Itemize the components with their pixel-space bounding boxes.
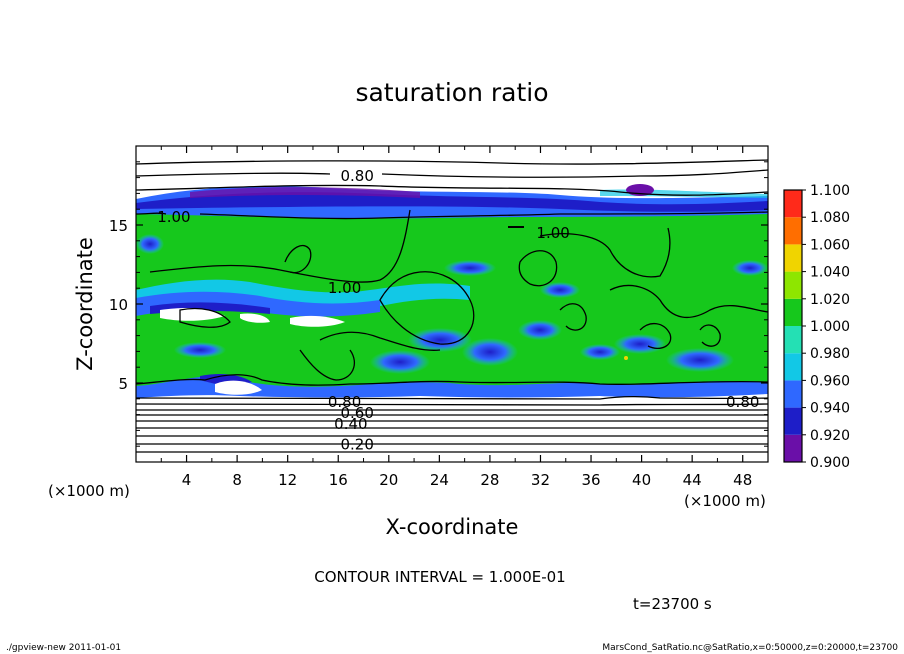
contour-label: 0.80 [340, 167, 373, 185]
x-tick-label: 48 [733, 471, 752, 489]
contour-label: 0.60 [340, 404, 373, 422]
x-tick-label: 36 [581, 471, 600, 489]
colorbar-segment [784, 271, 802, 299]
colorbar-label: 0.960 [810, 373, 850, 389]
x-tick-label: 4 [182, 471, 192, 489]
contour-label: 0.20 [340, 436, 373, 454]
time-note: t=23700 s [633, 595, 712, 613]
contour-label: 0.80 [726, 393, 759, 411]
colorbar-segment [784, 244, 802, 272]
y-axis: 5 10 15 [109, 161, 768, 447]
colorbar-segment [784, 407, 802, 435]
contour-label: 1.00 [157, 208, 190, 226]
colorbar-segment [784, 217, 802, 245]
contour-interval-note: CONTOUR INTERVAL = 1.000E-01 [314, 568, 565, 586]
colorbar-segment [784, 326, 802, 354]
y-tick-label: 15 [109, 217, 128, 235]
colorbar-segment [784, 190, 802, 218]
colorbar-label: 1.060 [810, 237, 850, 253]
y-tick-label: 5 [118, 375, 128, 393]
footer-left: ./gpview-new 2011-01-01 [6, 643, 121, 653]
y-axis-label: Z-coordinate [73, 237, 97, 371]
colorbar-segment [784, 434, 802, 462]
y-tick-label: 10 [109, 296, 128, 314]
x-axis-label: X-coordinate [386, 515, 519, 539]
x-tick-label: 44 [683, 471, 702, 489]
z-unit-label: (×1000 m) [48, 482, 130, 500]
x-tick-label: 32 [531, 471, 550, 489]
colorbar-segment [784, 298, 802, 326]
colorbar-segment [784, 380, 802, 408]
contour-labels: 0.801.001.001.000.800.600.400.200.80 [157, 167, 759, 454]
x-tick-label: 16 [329, 471, 348, 489]
colorbar: 0.900 0.920 0.940 0.960 0.980 1.000 1.020 1.040… [783, 183, 850, 471]
colorbar-label: 1.000 [810, 319, 850, 335]
contour-label: 0.80 [328, 393, 361, 411]
chart-title: saturation ratio [355, 78, 548, 107]
colorbar-label: 0.940 [810, 401, 850, 417]
colorbar-label: 1.020 [810, 292, 850, 308]
x-unit-label: (×1000 m) [684, 492, 766, 510]
heatmap-field [136, 146, 768, 462]
colorbar-segment [784, 353, 802, 381]
contour-label: 1.00 [536, 224, 569, 242]
colorbar-label: 0.920 [810, 428, 850, 444]
colorbar-label: 0.900 [810, 455, 850, 471]
x-tick-label: 8 [232, 471, 242, 489]
x-tick-label: 24 [430, 471, 449, 489]
x-axis: 4 8 12 16 20 24 28 32 36 40 44 48 [160, 146, 752, 489]
x-tick-label: 12 [278, 471, 297, 489]
x-tick-label: 28 [480, 471, 499, 489]
colorbar-label: 1.080 [810, 210, 850, 226]
colorbar-label: 0.980 [810, 346, 850, 362]
contour-label: 1.00 [328, 279, 361, 297]
x-tick-label: 40 [632, 471, 651, 489]
colorbar-label: 1.040 [810, 265, 850, 281]
contour-label: 0.40 [334, 415, 367, 433]
footer-right: MarsCond_SatRatio.nc@SatRatio,x=0:50000,… [602, 643, 898, 653]
x-tick-label: 20 [379, 471, 398, 489]
colorbar-label: 1.100 [810, 183, 850, 199]
